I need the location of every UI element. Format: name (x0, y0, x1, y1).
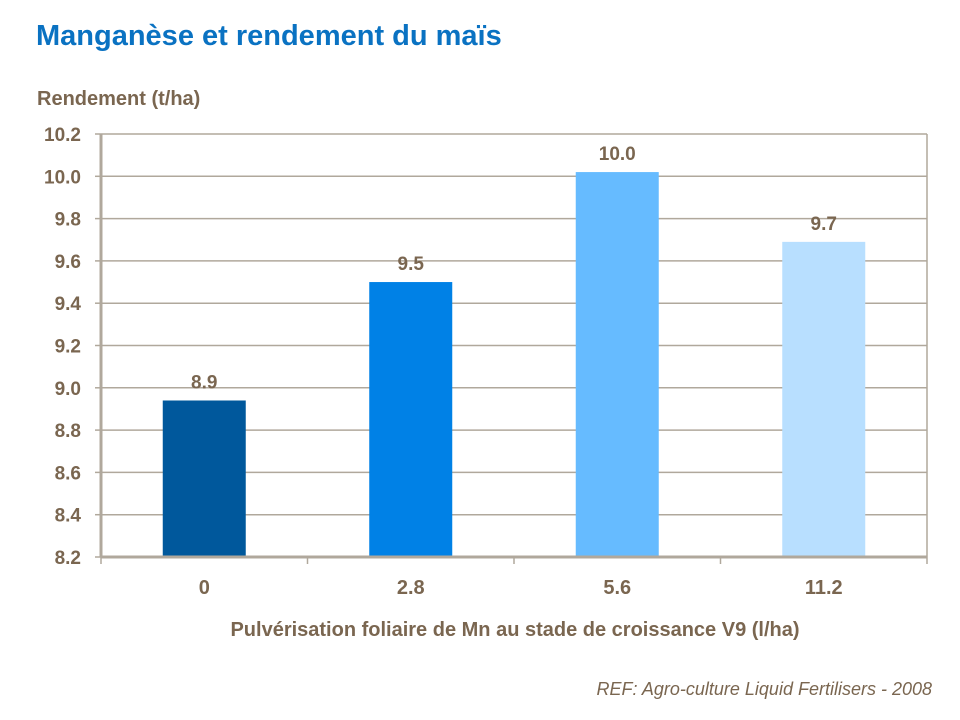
y-tick-label: 9.6 (55, 252, 81, 273)
chart-title: Manganèse et rendement du maïs (36, 20, 502, 52)
y-tick-label: 8.6 (55, 463, 81, 484)
x-tick-label: 11.2 (805, 577, 843, 599)
y-tick-label: 9.2 (55, 337, 81, 358)
x-axis-label: Pulvérisation foliaire de Mn au stade de… (230, 619, 800, 641)
data-label: 9.7 (811, 214, 837, 235)
y-tick-label: 10.0 (44, 167, 81, 188)
bar (162, 400, 246, 557)
y-axis-label: Rendement (t/ha) (37, 88, 201, 110)
x-tick-label: 0 (199, 577, 210, 599)
bar (575, 172, 659, 557)
bar (782, 241, 866, 558)
y-tick-label: 9.0 (55, 379, 81, 400)
data-label: 10.0 (599, 144, 636, 165)
y-tick-label: 10.2 (44, 125, 81, 146)
y-tick-label: 8.2 (55, 548, 81, 569)
y-tick-label: 9.8 (55, 210, 81, 231)
x-tick-label: 2.8 (397, 577, 425, 599)
data-label: 9.5 (398, 254, 425, 275)
y-tick-label: 8.4 (55, 506, 82, 527)
y-tick-label: 9.4 (55, 294, 82, 315)
y-tick-label: 8.8 (55, 421, 81, 442)
source-reference: REF: Agro-culture Liquid Fertilisers - 2… (596, 679, 932, 699)
bar (369, 282, 453, 557)
data-label: 8.9 (191, 372, 217, 393)
x-tick-label: 5.6 (603, 577, 631, 599)
